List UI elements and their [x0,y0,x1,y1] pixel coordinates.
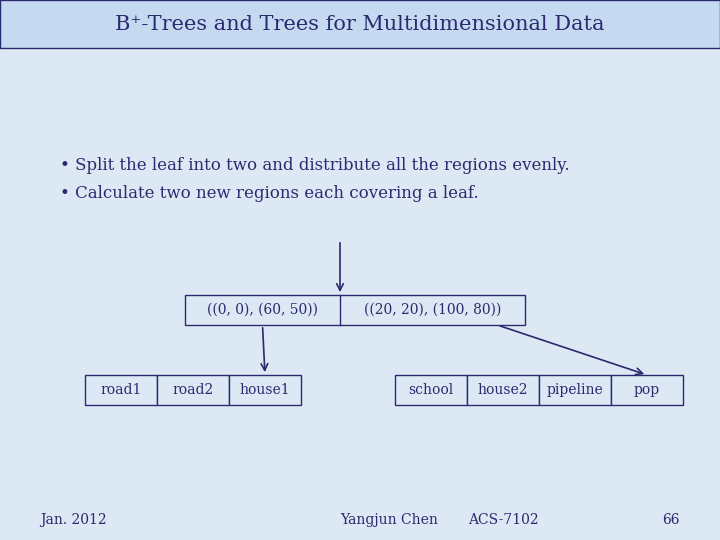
Text: • Calculate two new regions each covering a leaf.: • Calculate two new regions each coverin… [60,185,479,201]
Text: ACS-7102: ACS-7102 [468,513,539,527]
Text: 66: 66 [662,513,680,527]
FancyBboxPatch shape [185,295,525,325]
FancyBboxPatch shape [157,375,229,405]
FancyBboxPatch shape [395,375,467,405]
Text: ((0, 0), (60, 50)): ((0, 0), (60, 50)) [207,303,318,317]
Text: road1: road1 [100,383,142,397]
FancyBboxPatch shape [0,0,720,48]
FancyBboxPatch shape [467,375,539,405]
Text: • Split the leaf into two and distribute all the regions evenly.: • Split the leaf into two and distribute… [60,157,570,173]
FancyBboxPatch shape [85,375,157,405]
Text: Yangjun Chen: Yangjun Chen [340,513,438,527]
FancyBboxPatch shape [539,375,611,405]
Text: school: school [408,383,454,397]
Text: Jan. 2012: Jan. 2012 [40,513,107,527]
FancyBboxPatch shape [611,375,683,405]
Text: house2: house2 [478,383,528,397]
Text: house1: house1 [240,383,290,397]
Text: pipeline: pipeline [546,383,603,397]
Text: B⁺-Trees and Trees for Multidimensional Data: B⁺-Trees and Trees for Multidimensional … [115,15,605,33]
FancyBboxPatch shape [229,375,301,405]
Text: pop: pop [634,383,660,397]
Text: road2: road2 [172,383,214,397]
Text: ((20, 20), (100, 80)): ((20, 20), (100, 80)) [364,303,501,317]
